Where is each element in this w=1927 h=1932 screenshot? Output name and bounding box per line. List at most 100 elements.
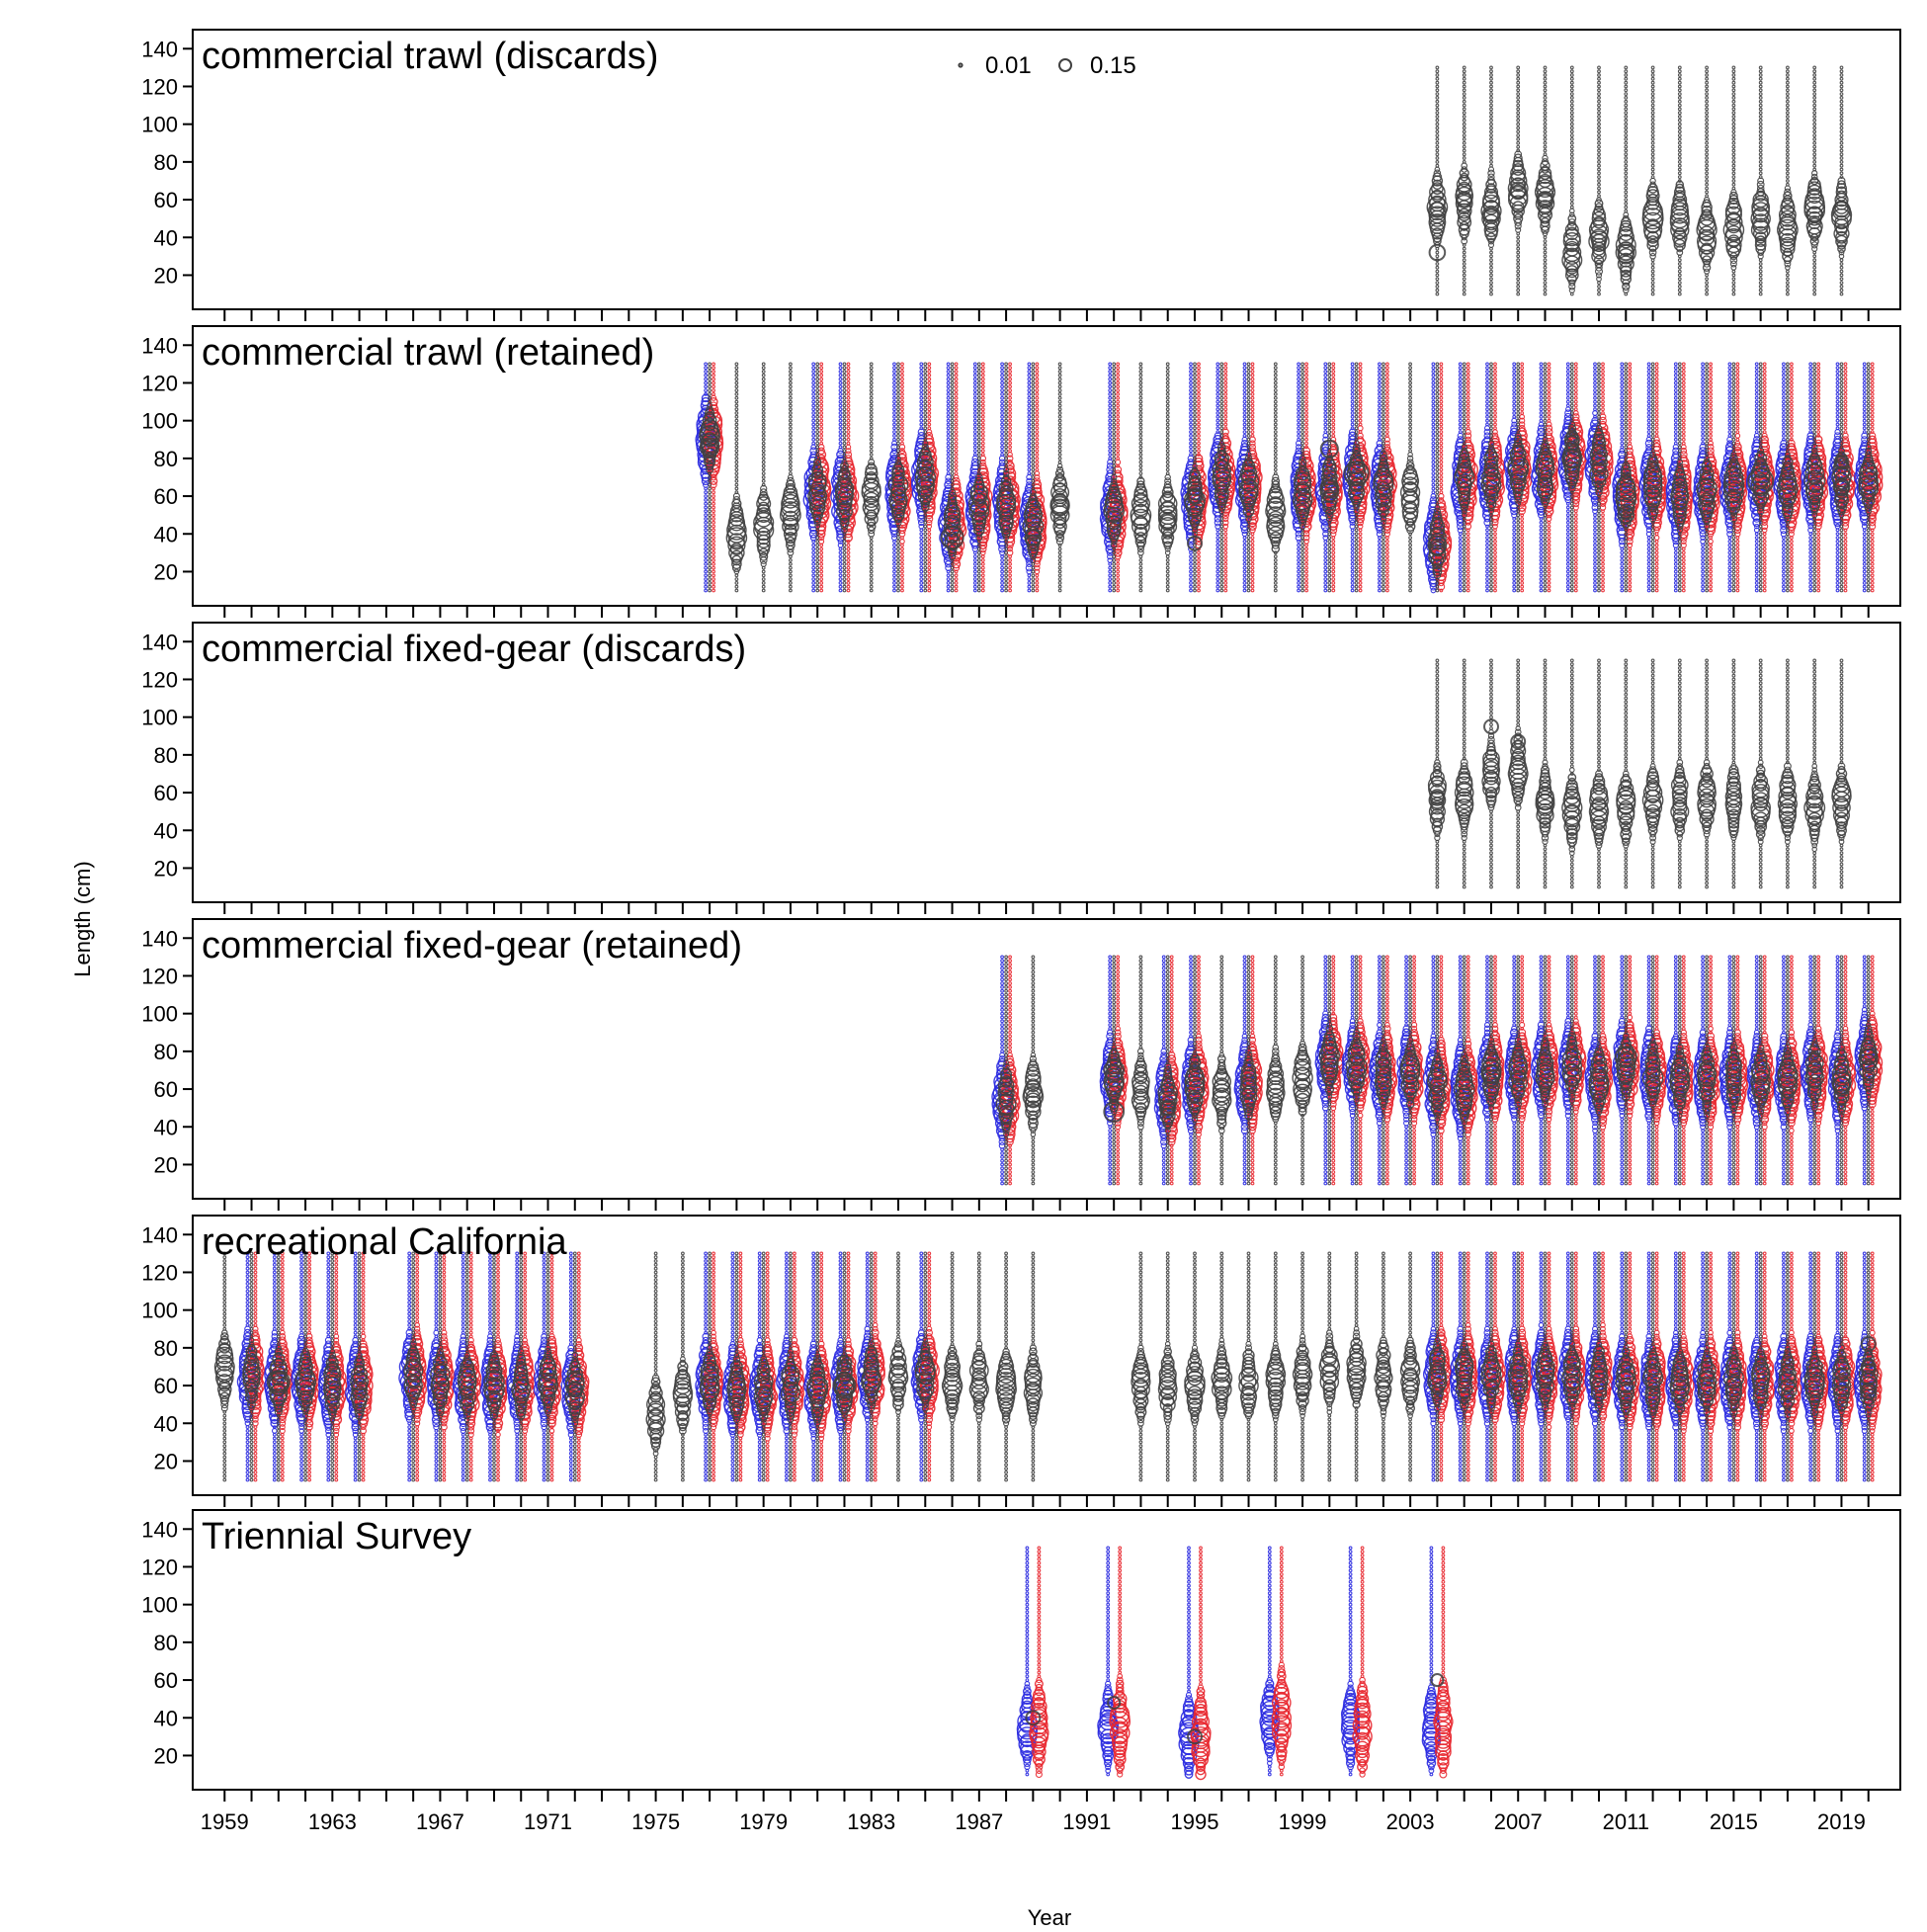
bubble: [1382, 412, 1385, 415]
bubble: [820, 404, 823, 407]
bubble: [1359, 582, 1362, 585]
bubble: [1379, 547, 1382, 550]
bubble: [1328, 551, 1331, 554]
bubble: [1463, 66, 1466, 69]
bubble: [812, 419, 815, 422]
bubble: [839, 559, 842, 562]
bubble: [1759, 108, 1762, 111]
bubble: [1840, 116, 1843, 119]
bubble: [1243, 582, 1246, 585]
bubble: [1409, 389, 1412, 392]
bubble: [920, 371, 923, 374]
bubble: [1813, 145, 1816, 148]
bubble: [901, 570, 904, 573]
bubble: [1732, 70, 1735, 73]
bubble: [893, 544, 896, 546]
bubble: [928, 412, 931, 415]
bubble: [1436, 479, 1439, 482]
bubble: [1198, 570, 1201, 573]
bubble: [843, 435, 846, 438]
bubble: [977, 381, 980, 384]
bubble: [712, 363, 715, 366]
bubble: [820, 566, 823, 569]
bubble: [951, 585, 954, 588]
bubble: [1301, 389, 1304, 392]
bubble: [1463, 161, 1466, 164]
bubble: [1117, 570, 1120, 573]
bubble: [712, 514, 715, 517]
bubble: [920, 423, 923, 426]
bubble: [1359, 371, 1362, 374]
bubble: [1570, 145, 1573, 148]
bubble: [1355, 555, 1358, 558]
bubble: [1028, 408, 1031, 411]
bubble: [839, 404, 842, 407]
bubble: [812, 367, 815, 370]
bubble: [1813, 168, 1816, 171]
bubble: [1216, 374, 1219, 377]
bubble: [1351, 582, 1354, 585]
bubble: [1678, 172, 1681, 175]
bubble: [1009, 438, 1012, 441]
bubble: [1813, 270, 1816, 273]
bubble: [820, 400, 823, 403]
bubble: [924, 525, 927, 528]
bubble: [1301, 371, 1304, 374]
bubble: [1109, 374, 1112, 377]
bubble: [1190, 423, 1193, 426]
bubble: [924, 551, 927, 554]
bubble: [820, 574, 823, 577]
bubble: [1570, 123, 1573, 126]
bubble: [1301, 374, 1304, 377]
bubble: [955, 442, 958, 445]
bubble: [1625, 187, 1628, 190]
bubble: [893, 378, 896, 380]
year-column-1980: [781, 363, 800, 592]
bubble: [1247, 423, 1250, 426]
bubble: [1032, 578, 1035, 581]
bubble: [1058, 408, 1061, 411]
bubble: [1301, 378, 1304, 380]
bubble: [709, 491, 712, 494]
bubble: [1194, 378, 1197, 380]
bubble: [1198, 438, 1201, 441]
bubble: [1517, 104, 1520, 107]
bubble: [1382, 544, 1385, 546]
bubble: [1166, 461, 1169, 463]
bubble: [1706, 119, 1709, 122]
bubble: [1359, 537, 1362, 540]
bubble: [1787, 168, 1790, 171]
bubble: [1436, 396, 1439, 399]
bubble: [1324, 393, 1327, 396]
bubble: [1109, 431, 1112, 434]
bubble: [790, 381, 793, 384]
bubble: [1840, 282, 1843, 285]
bubble: [951, 450, 954, 453]
bubble: [1274, 412, 1277, 415]
bubble: [1440, 468, 1443, 471]
bubble: [816, 400, 819, 403]
bubble: [1840, 149, 1843, 152]
bubble: [1787, 161, 1790, 164]
bubble: [1544, 274, 1547, 277]
bubble: [1005, 551, 1008, 554]
bubble: [1001, 374, 1004, 377]
bubble: [1359, 533, 1362, 536]
bubble: [1166, 589, 1169, 592]
bubble: [1113, 438, 1116, 441]
bubble: [1570, 168, 1573, 171]
bubble: [1058, 427, 1061, 430]
bubble: [1706, 141, 1709, 144]
bubble: [1036, 408, 1039, 411]
bubble: [1036, 442, 1039, 445]
bubble: [1058, 458, 1061, 461]
bubble: [981, 555, 984, 558]
bubble: [1432, 389, 1435, 392]
bubble: [973, 442, 976, 445]
bubble: [955, 415, 958, 418]
bubble: [1544, 119, 1547, 122]
bubble: [1113, 442, 1116, 445]
bubble: [1332, 435, 1335, 438]
bubble: [762, 461, 765, 463]
bubble: [1351, 533, 1354, 536]
